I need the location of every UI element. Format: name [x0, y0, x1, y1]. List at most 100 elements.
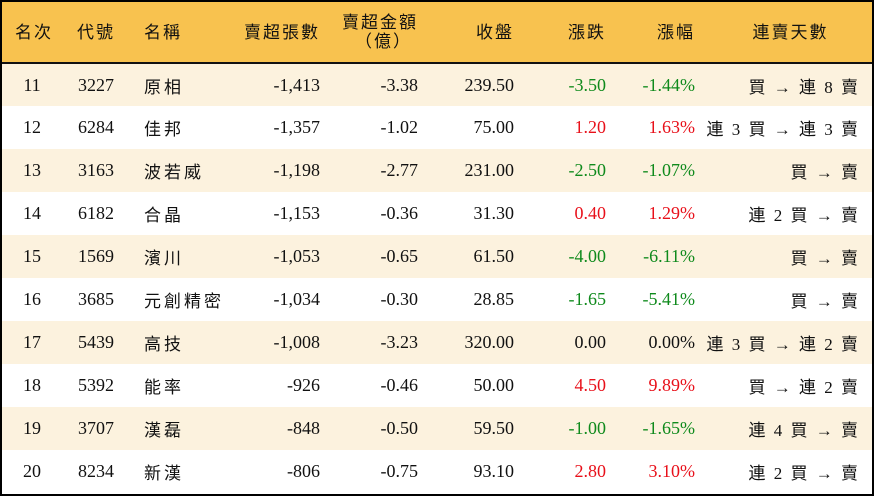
rank-cell: 18: [23, 375, 41, 395]
change-pct-cell: -1.07%: [642, 160, 696, 180]
table-row[interactable]: 15 1569 濱川 -1,053 -0.65 61.50 -4.00 -6.1…: [2, 235, 872, 278]
change-pct-cell: -1.44%: [642, 74, 696, 95]
code-cell: 5392: [78, 375, 114, 395]
streak-cell: 買 → 賣: [790, 249, 860, 268]
header-net-sell-lots: 賣超張數: [230, 2, 326, 64]
rank-cell: 17: [23, 332, 41, 352]
code-cell: 8234: [78, 461, 114, 481]
close-cell: 93.10: [473, 461, 515, 481]
name-cell: 佳邦: [144, 120, 184, 139]
change-cell: 0.00: [574, 332, 607, 352]
net-sell-amount-cell: -3.38: [380, 74, 419, 95]
header-net-sell-amount-line2: （億）: [355, 32, 412, 51]
rank-cell: 20: [23, 461, 41, 481]
close-cell: 75.00: [473, 117, 515, 137]
name-cell: 新漢: [144, 464, 184, 483]
change-cell: 0.40: [574, 203, 607, 223]
close-cell: 31.30: [473, 203, 515, 223]
streak-cell: 買 → 賣: [790, 163, 860, 182]
name-cell: 濱川: [144, 249, 184, 268]
close-cell: 28.85: [473, 289, 515, 309]
net-sell-lots-cell: -848: [287, 418, 320, 438]
net-sell-lots-cell: -1,198: [273, 160, 321, 180]
change-pct-cell: 9.89%: [648, 375, 696, 395]
net-sell-amount-cell: -0.50: [380, 418, 419, 438]
header-net-sell-amount-line1: 賣超金額: [342, 13, 418, 32]
close-cell: 50.00: [473, 375, 515, 395]
net-sell-lots-cell: -1,357: [273, 117, 321, 137]
code-cell: 5439: [78, 332, 114, 352]
change-cell: 4.50: [574, 375, 607, 395]
streak-cell: 連 2 買 → 賣: [748, 464, 860, 483]
change-cell: -1.65: [568, 289, 607, 309]
code-cell: 3163: [78, 160, 114, 180]
change-pct-cell: -6.11%: [643, 246, 695, 266]
close-cell: 320.00: [464, 332, 515, 352]
net-sell-amount-cell: -0.46: [380, 375, 419, 395]
net-sell-lots-cell: -926: [287, 375, 320, 395]
table-header-row: 名次 代號 名稱 賣超張數 賣超金額 （億） 收盤 漲跌 漲幅 連賣天數: [2, 2, 872, 64]
table-row[interactable]: 12 6284 佳邦 -1,357 -1.02 75.00 1.20 1.63%…: [2, 106, 872, 149]
rank-cell: 15: [23, 246, 41, 266]
table-row[interactable]: 17 5439 高技 -1,008 -3.23 320.00 0.00 0.00…: [2, 321, 872, 364]
change-pct-cell: -5.41%: [642, 289, 696, 309]
change-pct-cell: 1.29%: [648, 203, 696, 223]
net-sell-amount-cell: -0.30: [380, 289, 419, 309]
table-row[interactable]: 11 3227 原相 -1,413 -3.38 239.50 -3.50 -1.…: [2, 63, 872, 106]
table-row[interactable]: 20 8234 新漢 -806 -0.75 93.10 2.80 3.10% 連…: [2, 450, 872, 493]
table-row[interactable]: 18 5392 能率 -926 -0.46 50.00 4.50 9.89% 買…: [2, 364, 872, 407]
code-cell: 3227: [78, 74, 114, 95]
close-cell: 239.50: [464, 74, 515, 95]
header-change: 漲跌: [516, 2, 606, 64]
streak-cell: 買 → 連 2 賣: [748, 378, 860, 397]
name-cell: 高技: [144, 335, 184, 354]
rank-cell: 14: [23, 203, 41, 223]
change-pct-cell: 1.63%: [648, 117, 696, 137]
header-code: 代號: [66, 2, 132, 64]
header-change-pct: 漲幅: [606, 2, 697, 64]
change-cell: -2.50: [568, 160, 607, 180]
streak-cell: 買 → 連 8 賣: [748, 77, 860, 97]
rank-cell: 12: [23, 117, 41, 137]
change-cell: -3.50: [568, 74, 607, 95]
net-sell-amount-cell: -3.23: [380, 332, 419, 352]
streak-cell: 連 3 買 → 連 2 賣: [706, 335, 860, 354]
net-sell-lots-cell: -806: [287, 461, 320, 481]
close-cell: 61.50: [473, 246, 515, 266]
rank-cell: 13: [23, 160, 41, 180]
net-sell-amount-cell: -1.02: [380, 117, 419, 137]
change-cell: 1.20: [574, 117, 607, 137]
streak-cell: 連 3 買 → 連 3 賣: [706, 120, 860, 139]
net-sell-lots-cell: -1,413: [273, 74, 321, 95]
close-cell: 59.50: [473, 418, 515, 438]
table-row[interactable]: 14 6182 合晶 -1,153 -0.36 31.30 0.40 1.29%…: [2, 192, 872, 235]
net-sell-amount-cell: -0.65: [380, 246, 419, 266]
rank-cell: 16: [23, 289, 41, 309]
header-streak: 連賣天數: [697, 2, 872, 64]
table-row[interactable]: 19 3707 漢磊 -848 -0.50 59.50 -1.00 -1.65%…: [2, 407, 872, 450]
header-close: 收盤: [426, 2, 516, 64]
change-pct-cell: -1.65%: [642, 418, 696, 438]
table-row[interactable]: 16 3685 元創精密 -1,034 -0.30 28.85 -1.65 -5…: [2, 278, 872, 321]
code-cell: 3707: [78, 418, 114, 438]
code-cell: 1569: [78, 246, 114, 266]
change-cell: -1.00: [568, 418, 607, 438]
rank-cell: 19: [23, 418, 41, 438]
net-sell-amount-cell: -0.75: [380, 461, 419, 481]
net-sell-amount-cell: -0.36: [380, 203, 419, 223]
header-name: 名稱: [132, 2, 230, 64]
code-cell: 6182: [78, 203, 114, 223]
change-cell: -4.00: [568, 246, 607, 266]
header-net-sell-amount: 賣超金額 （億）: [326, 2, 426, 64]
net-sell-lots-cell: -1,034: [273, 289, 321, 309]
net-sell-lots-cell: -1,153: [273, 203, 321, 223]
name-cell: 原相: [144, 77, 184, 97]
streak-cell: 買 → 賣: [790, 292, 860, 311]
name-cell: 元創精密: [144, 292, 224, 311]
name-cell: 漢磊: [144, 421, 184, 440]
close-cell: 231.00: [464, 160, 515, 180]
table-row[interactable]: 13 3163 波若威 -1,198 -2.77 231.00 -2.50 -1…: [2, 149, 872, 192]
header-rank: 名次: [2, 2, 66, 64]
name-cell: 合晶: [144, 206, 184, 225]
